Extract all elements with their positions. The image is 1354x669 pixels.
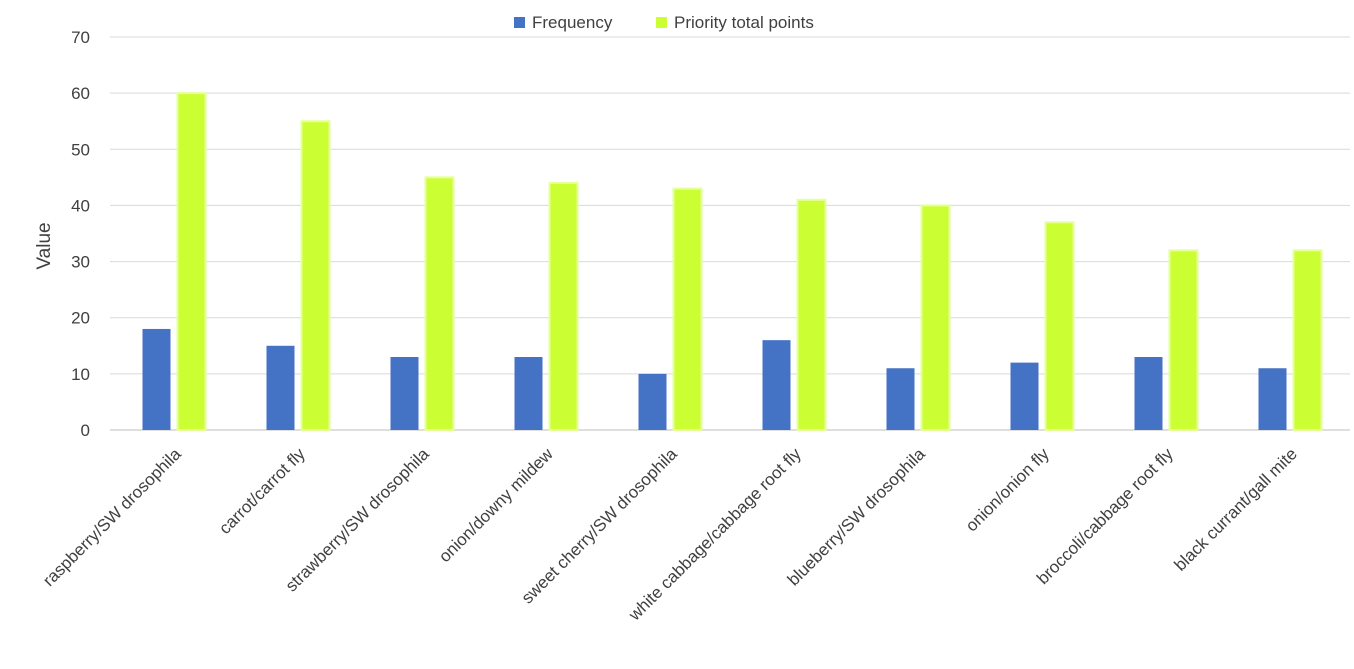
x-category-label: raspberry/SW drosophila [39, 444, 185, 590]
y-tick-label: 50 [71, 140, 90, 159]
bar-priority-total-points [548, 181, 579, 431]
bars [142, 92, 1323, 432]
legend-swatch-priority-total-points [656, 17, 667, 28]
y-tick-label: 60 [71, 84, 90, 103]
bar-frequency [762, 340, 791, 430]
x-category-label: broccoli/cabbage root fly [1033, 444, 1177, 588]
y-tick-label: 40 [71, 196, 90, 215]
bar-frequency [1134, 357, 1163, 430]
bar-priority-total-points [1044, 221, 1075, 431]
bar-priority-total-points [672, 187, 703, 431]
legend: Frequency Priority total points [514, 13, 814, 32]
y-tick-label: 30 [71, 253, 90, 272]
x-category-label: carrot/carrot fly [215, 444, 309, 538]
bar-priority-total-points [920, 204, 951, 431]
bar-priority-total-points [300, 120, 331, 431]
y-axis-ticks: 0 10 20 30 40 50 60 70 [71, 28, 90, 440]
bar-priority-total-points [796, 198, 827, 431]
bar-frequency [142, 328, 171, 430]
x-axis-labels: raspberry/SW drosophila carrot/carrot fly… [39, 444, 1301, 625]
x-category-label: onion/downy mildew [435, 444, 557, 566]
x-category-label: blueberry/SW drosophila [784, 444, 929, 589]
bar-frequency [514, 357, 543, 430]
bar-frequency [886, 368, 915, 430]
bar-frequency [638, 373, 667, 430]
bar-frequency [390, 357, 419, 430]
legend-label-frequency: Frequency [532, 13, 613, 32]
bar-priority-total-points [176, 92, 207, 432]
x-category-label: black currant/gall mite [1170, 444, 1300, 574]
legend-swatch-frequency [514, 17, 525, 28]
gridlines [110, 36, 1350, 431]
y-tick-label: 10 [71, 365, 90, 384]
bar-frequency [266, 345, 295, 430]
bar-priority-total-points [424, 176, 455, 431]
x-category-label: strawberry/SW drosophila [282, 444, 433, 595]
bar-frequency [1010, 362, 1039, 430]
y-tick-label: 70 [71, 28, 90, 47]
bar-priority-total-points [1292, 249, 1323, 431]
y-tick-label: 20 [71, 309, 90, 328]
y-tick-label: 0 [81, 421, 90, 440]
bar-frequency [1258, 368, 1287, 430]
legend-label-priority-total-points: Priority total points [674, 13, 814, 32]
bar-priority-total-points [1168, 249, 1199, 431]
y-axis-title: Value [34, 222, 55, 269]
x-category-label: onion/onion fly [962, 444, 1053, 535]
